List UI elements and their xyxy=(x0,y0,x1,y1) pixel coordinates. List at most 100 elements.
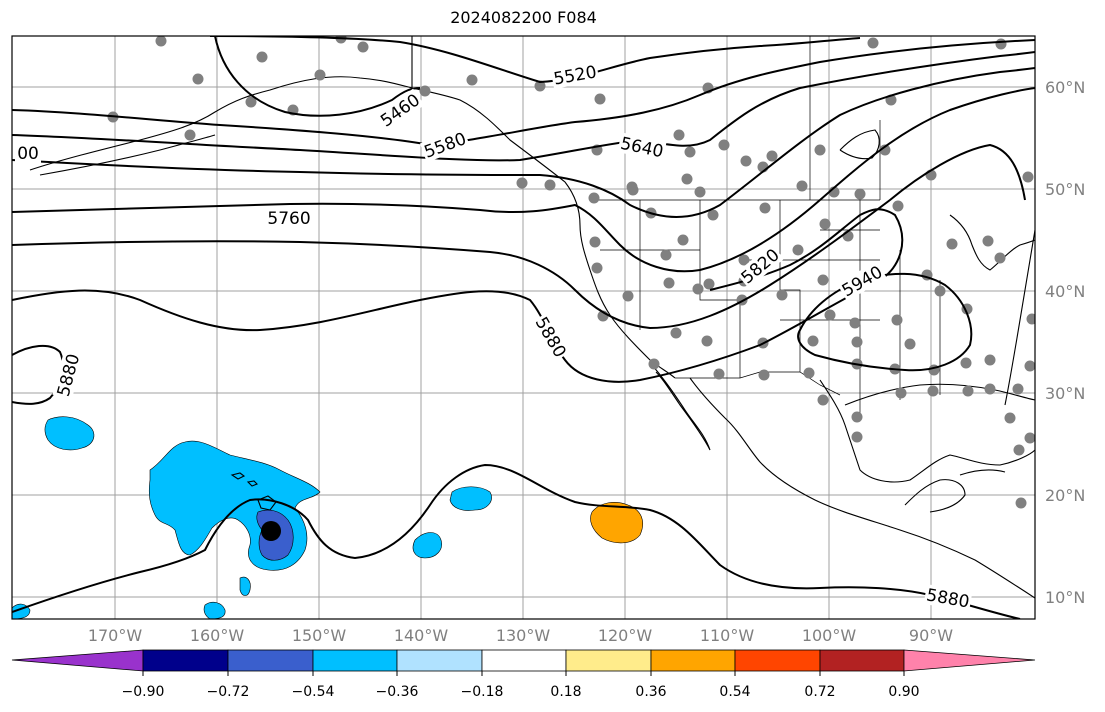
lat-label-60n: 60°N xyxy=(1045,78,1086,97)
station-dot xyxy=(792,244,804,256)
station-dot xyxy=(192,73,204,85)
station-dot xyxy=(707,209,719,221)
station-dot xyxy=(627,184,639,196)
storm-center-marker xyxy=(261,521,281,541)
station-dot xyxy=(184,129,196,141)
colorbar-tick-label: −0.90 xyxy=(121,684,165,700)
coastline-hudson xyxy=(839,129,880,160)
station-dot xyxy=(946,238,958,250)
station-dot xyxy=(1015,497,1027,509)
station-dot xyxy=(851,411,863,423)
station-dot xyxy=(314,69,326,81)
station-dot xyxy=(895,387,907,399)
station-dot xyxy=(677,234,689,246)
station-dot xyxy=(684,146,696,158)
contour-5880-north xyxy=(12,208,904,383)
colorbar-bin-5 xyxy=(481,649,567,672)
station-dot xyxy=(703,278,715,290)
station-dots xyxy=(107,36,1035,509)
station-dot xyxy=(1024,360,1035,372)
border-us-mexico xyxy=(675,371,841,396)
anomaly-region-small xyxy=(412,532,442,559)
station-dot xyxy=(984,383,996,395)
contour-label: 00 xyxy=(15,143,41,164)
station-dot xyxy=(701,335,713,347)
station-dot xyxy=(694,186,706,198)
contour-5700 xyxy=(12,67,1035,218)
colorbar-bin-7 xyxy=(650,649,736,672)
station-dot xyxy=(1012,383,1024,395)
lon-label-150w: 150°W xyxy=(291,626,347,645)
station-dot xyxy=(854,188,866,200)
lon-label-100w: 100°W xyxy=(801,626,857,645)
colorbar-tick-label: −0.36 xyxy=(375,684,419,700)
lat-label-20n: 20°N xyxy=(1045,486,1086,505)
contour-5460 xyxy=(214,36,421,117)
coastline-alaska-peninsula xyxy=(39,134,216,176)
station-dot xyxy=(1024,432,1035,444)
colorbar-bin-8 xyxy=(734,649,821,672)
contour-5880-south xyxy=(12,463,1021,619)
contour-label-text: 5760 xyxy=(267,209,310,229)
colorbar-bin-2 xyxy=(227,649,314,672)
colorbar-extend-low xyxy=(11,649,144,672)
lat-label-30n: 30°N xyxy=(1045,384,1086,403)
colorbar-bin-3 xyxy=(312,649,398,672)
station-dot xyxy=(984,354,996,366)
colorbar-ticks xyxy=(142,671,905,676)
lon-label-90w: 90°W xyxy=(908,626,954,645)
station-dot xyxy=(982,235,994,247)
station-dot xyxy=(758,369,770,381)
lat-label-40n: 40°N xyxy=(1045,282,1086,301)
colorbar-bin-1 xyxy=(142,649,229,672)
colorbar-bin-4 xyxy=(396,649,483,672)
colorbar-tick-label: 0.18 xyxy=(550,684,582,700)
station-dot xyxy=(891,314,903,326)
political-boundaries xyxy=(411,36,941,420)
lat-label-10n: 10°N xyxy=(1045,588,1086,607)
colorbar-tick-label: 0.90 xyxy=(888,684,920,700)
station-dot xyxy=(1013,444,1025,456)
colorbar-extend-high xyxy=(903,649,1036,672)
colorbar-tick-label: −0.18 xyxy=(460,684,504,700)
colorbar-tick-label: −0.72 xyxy=(206,684,250,700)
station-dot xyxy=(419,85,431,97)
lon-label-170w: 170°W xyxy=(87,626,143,645)
station-dot xyxy=(740,155,752,167)
lon-label-160w: 160°W xyxy=(189,626,245,645)
station-dot xyxy=(817,394,829,406)
station-dot xyxy=(824,309,836,321)
station-dot xyxy=(534,80,546,92)
station-dot xyxy=(681,173,693,185)
station-dot xyxy=(673,129,685,141)
station-dot xyxy=(759,202,771,214)
station-dot xyxy=(256,51,268,63)
station-dot xyxy=(588,192,600,204)
station-dot xyxy=(516,177,528,189)
station-dot xyxy=(663,277,675,289)
station-dot xyxy=(589,236,601,248)
station-dot xyxy=(995,38,1007,50)
contour-5820 xyxy=(12,143,1026,330)
colorbar xyxy=(11,649,1036,672)
contour-label-text: 00 xyxy=(17,144,39,164)
coastline-gulf xyxy=(819,379,1035,483)
station-dot xyxy=(927,385,939,397)
coastline-atlantic xyxy=(1004,229,1035,406)
station-dot xyxy=(245,96,257,108)
station-dot xyxy=(670,327,682,339)
station-dot xyxy=(819,218,831,230)
station-dot xyxy=(803,367,815,379)
coastline-hawaii-2 xyxy=(246,480,258,487)
coastline-mexico-west xyxy=(689,377,1035,599)
station-dot xyxy=(892,200,904,212)
station-dot xyxy=(807,335,819,347)
station-dot xyxy=(867,37,879,49)
station-dot xyxy=(357,41,369,53)
coastline-cuba xyxy=(959,469,1006,476)
colorbar-tick-label: −0.54 xyxy=(291,684,335,700)
coastline-alaska xyxy=(29,36,413,171)
station-dot xyxy=(960,357,972,369)
anomaly-region-mid xyxy=(449,486,492,511)
